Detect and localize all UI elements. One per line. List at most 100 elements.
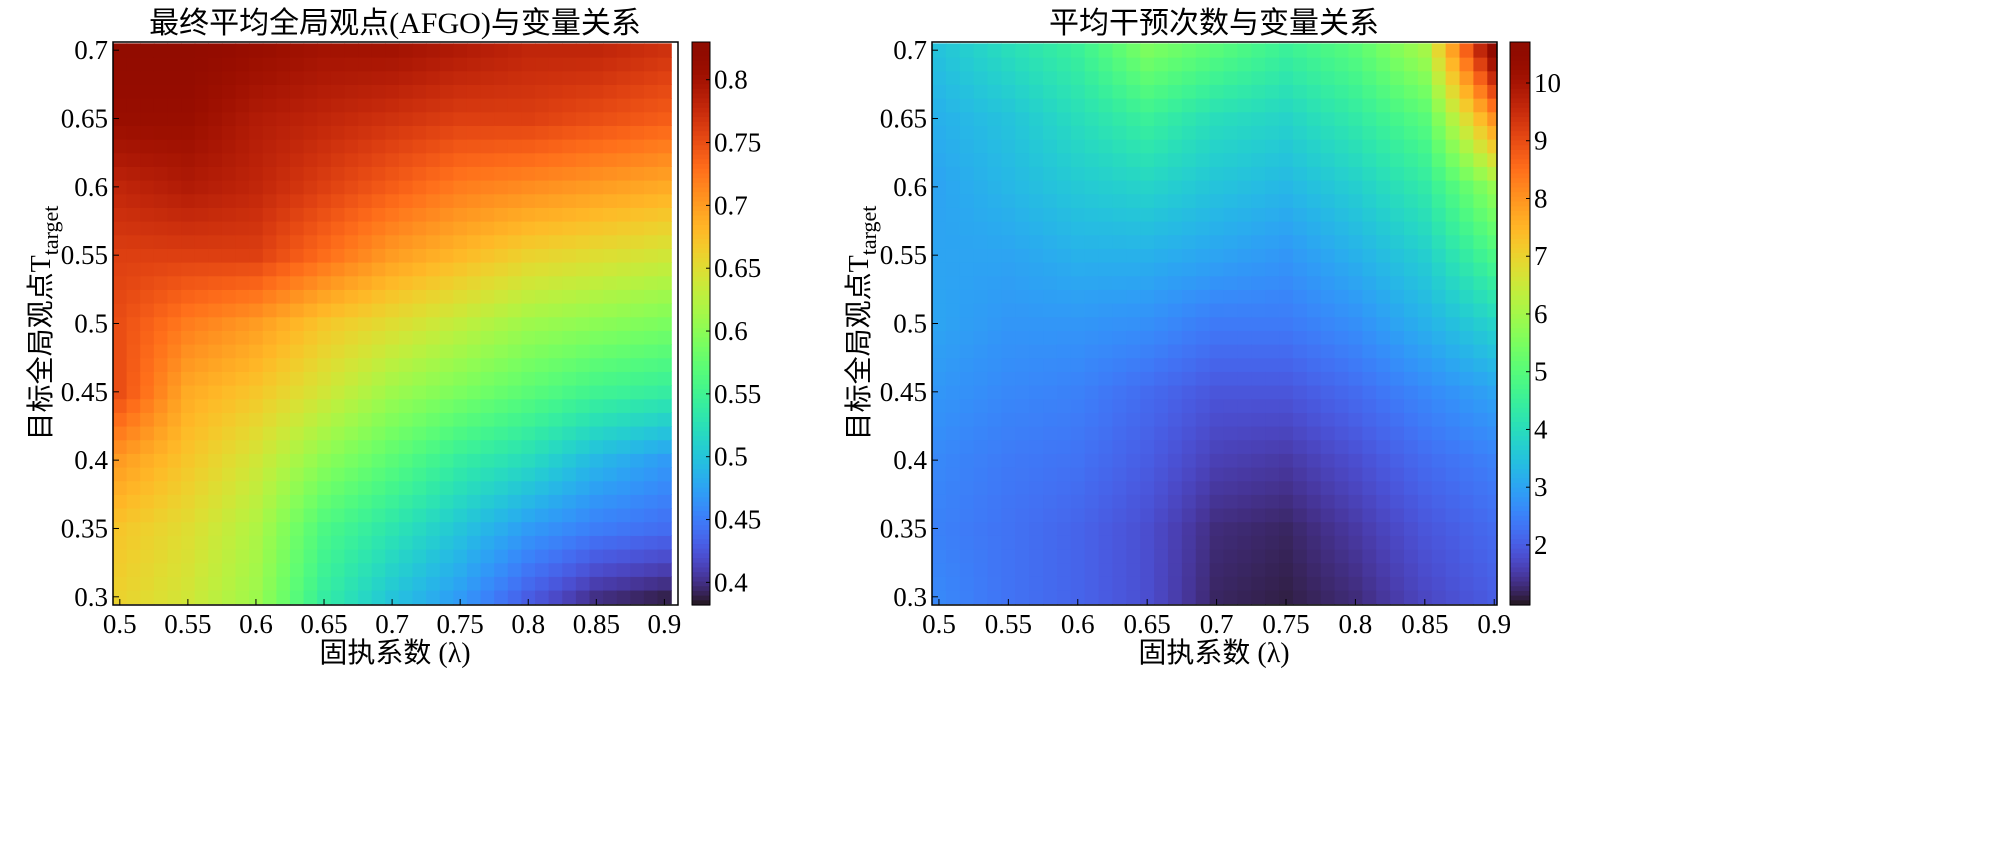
heatmap-cell — [140, 589, 155, 605]
heatmap-cell — [453, 193, 468, 208]
heatmap-cell — [1015, 303, 1030, 318]
heatmap-cell — [1223, 193, 1239, 208]
heatmap-cell — [344, 303, 359, 318]
heatmap-cell — [1029, 453, 1044, 468]
heatmap-cell — [167, 139, 182, 154]
heatmap-cell — [480, 521, 495, 536]
heatmap-cell — [987, 507, 1003, 523]
heatmap-cell — [973, 507, 989, 523]
heatmap-cell — [987, 562, 1003, 577]
heatmap-cell — [439, 57, 454, 72]
heatmap-cell — [289, 562, 305, 577]
heatmap-cell — [181, 234, 196, 249]
heatmap-cell — [1098, 234, 1114, 249]
heatmap-cell — [1056, 480, 1072, 495]
x-tick-label: 0.75 — [1262, 609, 1309, 639]
heatmap-cell — [657, 98, 672, 113]
heatmap-cell — [1015, 57, 1030, 72]
heatmap-cell — [1320, 207, 1336, 222]
colorbar-segment — [1510, 403, 1530, 409]
heatmap-cell — [1098, 548, 1114, 564]
heatmap-cell — [113, 166, 128, 181]
heatmap-cell — [521, 535, 536, 550]
heatmap-cell — [1376, 98, 1391, 113]
heatmap-cell — [1431, 357, 1447, 372]
heatmap-cell — [1237, 384, 1252, 400]
heatmap-cell — [1140, 139, 1155, 154]
heatmap-cell — [1181, 494, 1197, 509]
heatmap-cell — [1445, 303, 1461, 318]
heatmap-cell — [548, 425, 563, 441]
heatmap-cell — [276, 84, 291, 99]
heatmap-cell — [1459, 207, 1475, 222]
heatmap-cell — [1098, 535, 1114, 550]
heatmap-cell — [1487, 207, 1498, 222]
heatmap-cell — [1181, 521, 1197, 536]
heatmap-cell — [1126, 43, 1141, 58]
heatmap-cell — [1237, 248, 1252, 263]
heatmap-cell — [1362, 43, 1377, 58]
heatmap-cell — [1487, 303, 1498, 318]
heatmap-cell — [1154, 562, 1169, 577]
colorbar-segment — [1510, 548, 1530, 554]
heatmap-cell — [249, 521, 264, 536]
heatmap-cell — [1181, 43, 1197, 58]
heatmap-cell — [657, 521, 672, 536]
heatmap-cell — [1237, 193, 1252, 208]
heatmap-cell — [208, 453, 223, 468]
heatmap-cell — [1237, 98, 1252, 113]
heatmap-cell — [344, 248, 359, 263]
heatmap-cell — [235, 371, 250, 386]
heatmap-cell — [371, 330, 386, 345]
heatmap-cell — [385, 111, 400, 126]
heatmap-cell — [562, 43, 577, 58]
heatmap-cell — [303, 330, 318, 345]
heatmap-cell — [1070, 84, 1086, 99]
heatmap-cell — [194, 466, 209, 482]
colorbar-segment — [692, 361, 710, 367]
heatmap-cell — [562, 412, 577, 427]
heatmap-cell — [1292, 262, 1308, 277]
heatmap-cell — [1306, 84, 1322, 99]
heatmap-cell — [1098, 521, 1114, 536]
heatmap-cell — [1306, 166, 1322, 181]
heatmap-cell — [1334, 111, 1350, 126]
heatmap-cell — [1029, 166, 1044, 181]
heatmap-cell — [643, 562, 659, 577]
heatmap-cell — [1459, 398, 1475, 413]
heatmap-cell — [932, 193, 947, 208]
heatmap-cell — [167, 439, 182, 454]
heatmap-cell — [262, 84, 277, 99]
heatmap-cell — [480, 507, 495, 523]
heatmap-cell — [1195, 152, 1211, 167]
heatmap-cell — [1403, 125, 1419, 140]
heatmap-cell — [1445, 357, 1461, 372]
heatmap-cell — [987, 125, 1003, 140]
heatmap-cell — [589, 357, 604, 372]
heatmap-cell — [1181, 562, 1197, 577]
heatmap-cell — [616, 289, 631, 304]
heatmap-cell — [1251, 535, 1266, 550]
heatmap-cell — [657, 43, 672, 58]
heatmap-cell — [249, 439, 264, 454]
heatmap-cell — [1431, 180, 1447, 195]
colorbar-segment — [1510, 323, 1530, 329]
heatmap-cell — [1279, 207, 1294, 222]
heatmap-cell — [1001, 84, 1016, 99]
heatmap-cell — [616, 57, 631, 72]
heatmap-cell — [562, 398, 577, 413]
heatmap-cell — [1084, 453, 1100, 468]
heatmap-cell — [426, 466, 441, 482]
colorbar-segment — [1510, 483, 1530, 489]
colorbar-tick-label: 0.4 — [714, 567, 748, 597]
heatmap-cell — [140, 453, 155, 468]
heatmap-cell — [1265, 193, 1280, 208]
heatmap-cell — [480, 548, 495, 564]
heatmap-cell — [1279, 221, 1294, 236]
heatmap-cell — [1140, 84, 1155, 99]
heatmap-cell — [426, 289, 441, 304]
heatmap-cell — [973, 207, 989, 222]
heatmap-cell — [453, 262, 468, 277]
heatmap-cell — [276, 152, 291, 167]
heatmap-cell — [1390, 139, 1405, 154]
